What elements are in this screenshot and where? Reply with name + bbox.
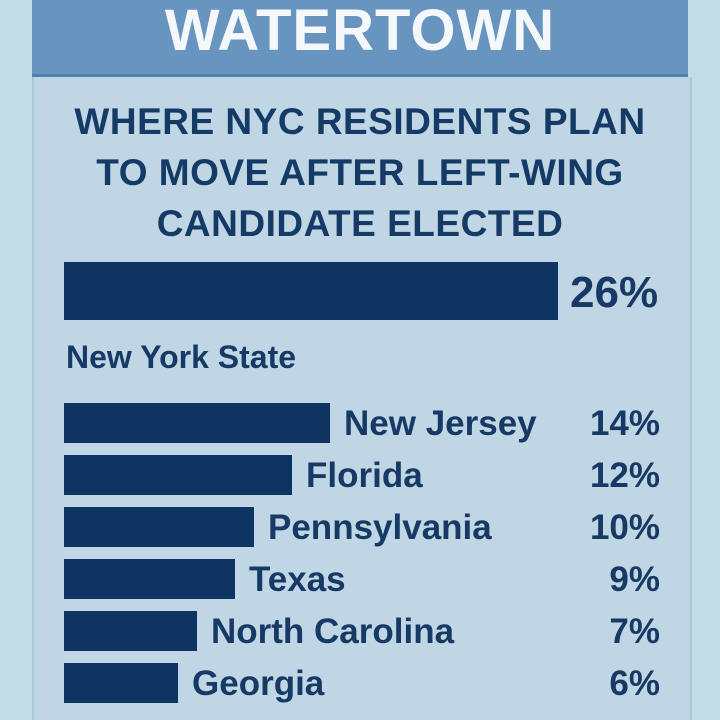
bar-florida [64,455,292,495]
category-label-texas: Texas [249,560,346,599]
value-label-new-jersey: 14% [590,404,660,443]
header-banner: WATERTOWN [32,0,688,77]
bar-north-carolina [64,611,197,651]
value-label-florida: 12% [590,456,660,495]
chart-title: WHERE NYC RESIDENTS PLAN TO MOVE AFTER L… [40,96,680,249]
value-label-north-carolina: 7% [609,612,660,651]
value-label-new-york-state: 26% [570,268,658,317]
value-label-georgia: 6% [609,664,660,703]
category-label-new-york-state: New York State [66,339,296,375]
chart-title-line-2: TO MOVE AFTER LEFT-WING [96,152,624,193]
brand-title: WATERTOWN [164,0,556,63]
bar-pennsylvania [64,507,254,547]
bar-new-york-state [64,262,558,320]
chart-title-line-3: CANDIDATE ELECTED [156,203,564,244]
category-label-new-jersey: New Jersey [344,404,537,443]
value-label-pennsylvania: 10% [590,508,660,547]
bar-new-jersey [64,403,330,443]
category-label-georgia: Georgia [192,664,325,703]
category-label-pennsylvania: Pennsylvania [268,508,492,547]
chart-title-line-1: WHERE NYC RESIDENTS PLAN [74,101,646,142]
value-label-texas: 9% [609,560,660,599]
category-label-florida: Florida [306,456,423,495]
bar-texas [64,559,235,599]
bar-georgia [64,663,178,703]
category-label-north-carolina: North Carolina [211,612,455,651]
